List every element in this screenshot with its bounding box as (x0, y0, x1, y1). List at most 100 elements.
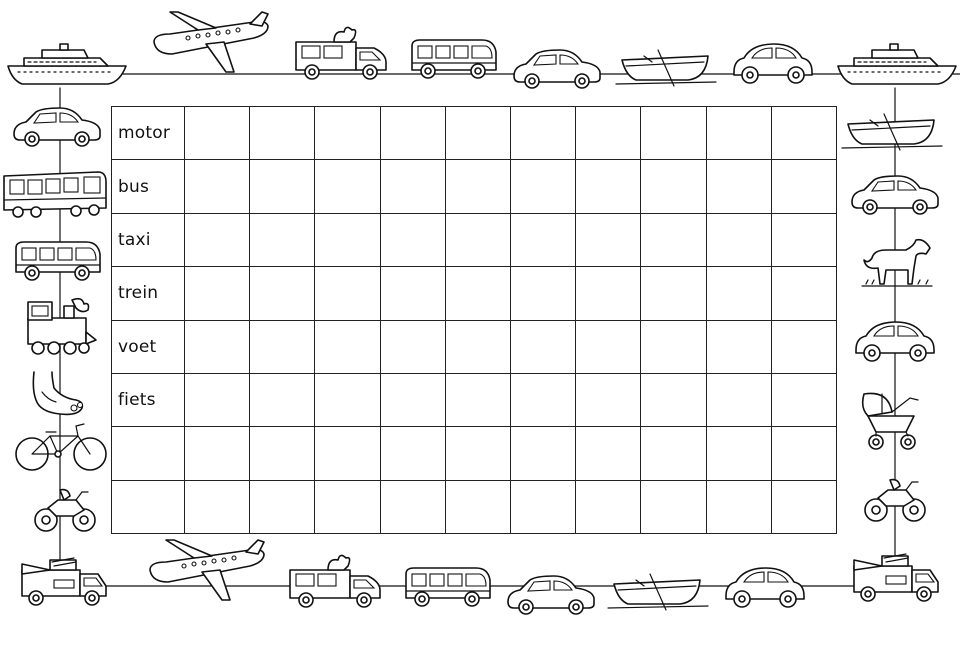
tally-cell[interactable] (509, 105, 577, 161)
tally-cell[interactable] (183, 105, 251, 161)
tally-cell[interactable] (509, 372, 577, 428)
ice-cream-truck-icon (289, 554, 381, 608)
tally-cell[interactable] (444, 105, 511, 161)
tally-cell[interactable] (705, 105, 772, 161)
tally-grid-body: motor bus taxi trein voet fiets (111, 105, 838, 535)
tally-cell[interactable] (249, 372, 316, 428)
tally-cell[interactable] (379, 426, 446, 481)
tally-cell[interactable] (509, 426, 577, 481)
grid-row: fiets (111, 372, 838, 428)
tally-cell[interactable] (509, 479, 577, 535)
row-label (111, 426, 185, 481)
foot-icon (32, 371, 84, 416)
tally-cell[interactable] (183, 426, 251, 481)
row-label: bus (111, 159, 185, 214)
tally-cell[interactable] (770, 105, 838, 161)
ship-icon (7, 43, 127, 85)
tally-cell[interactable] (640, 266, 707, 321)
right-border-icons (841, 113, 943, 602)
tally-cell[interactable] (249, 212, 316, 268)
tally-cell[interactable] (183, 372, 251, 428)
tally-cell[interactable] (770, 479, 838, 535)
tally-cell[interactable] (640, 372, 707, 428)
tally-cell[interactable] (444, 426, 511, 481)
tally-cell[interactable] (444, 319, 511, 374)
tally-cell[interactable] (509, 159, 577, 214)
tally-cell[interactable] (379, 159, 446, 214)
tally-cell[interactable] (183, 479, 251, 535)
tally-cell[interactable] (705, 266, 772, 321)
small-car-icon (507, 575, 595, 615)
tally-cell[interactable] (640, 105, 707, 161)
tally-cell[interactable] (314, 479, 381, 535)
tally-cell[interactable] (183, 266, 251, 321)
tally-cell[interactable] (444, 212, 511, 268)
tally-cell[interactable] (705, 426, 772, 481)
tally-cell[interactable] (770, 266, 838, 321)
tally-cell[interactable] (575, 159, 642, 214)
stroller-icon (861, 392, 919, 450)
tally-cell[interactable] (444, 372, 511, 428)
tally-cell[interactable] (575, 105, 642, 161)
tally-cell[interactable] (640, 426, 707, 481)
tally-cell[interactable] (770, 319, 838, 374)
tally-cell[interactable] (640, 479, 707, 535)
beetle-car-icon (725, 567, 805, 608)
tally-cell[interactable] (183, 159, 251, 214)
tally-cell[interactable] (575, 266, 642, 321)
tally-cell[interactable] (314, 372, 381, 428)
minibus-icon (405, 567, 491, 607)
tally-cell[interactable] (314, 159, 381, 214)
tally-cell[interactable] (249, 319, 316, 374)
tally-cell[interactable] (705, 159, 772, 214)
car-icon (851, 175, 939, 215)
tally-cell[interactable] (770, 159, 838, 214)
tally-cell[interactable] (575, 212, 642, 268)
tally-cell[interactable] (575, 372, 642, 428)
tally-cell[interactable] (770, 426, 838, 481)
row-label: trein (111, 266, 185, 321)
tally-cell[interactable] (183, 319, 251, 374)
tally-cell[interactable] (444, 159, 511, 214)
tally-cell[interactable] (575, 319, 642, 374)
tally-cell[interactable] (314, 319, 381, 374)
tally-cell[interactable] (314, 212, 381, 268)
tally-cell[interactable] (379, 105, 446, 161)
tally-cell[interactable] (379, 212, 446, 268)
grid-row: motor (111, 105, 838, 161)
tally-cell[interactable] (379, 479, 446, 535)
tally-cell[interactable] (379, 372, 446, 428)
tally-cell[interactable] (705, 212, 772, 268)
tally-cell[interactable] (314, 426, 381, 481)
tally-cell[interactable] (444, 479, 511, 535)
tally-cell[interactable] (509, 266, 577, 321)
tally-cell[interactable] (770, 212, 838, 268)
tally-cell[interactable] (705, 479, 772, 535)
tally-cell[interactable] (249, 266, 316, 321)
tally-cell[interactable] (575, 479, 642, 535)
tally-cell[interactable] (770, 372, 838, 428)
tally-cell[interactable] (249, 426, 316, 481)
tally-cell[interactable] (249, 479, 316, 535)
tally-cell[interactable] (575, 426, 642, 481)
car-icon (13, 107, 101, 147)
tally-cell[interactable] (379, 319, 446, 374)
tally-cell[interactable] (249, 105, 316, 161)
tally-cell[interactable] (379, 266, 446, 321)
ship-icon (837, 43, 957, 85)
tally-cell[interactable] (509, 212, 577, 268)
tally-grid: motor bus taxi trein voet fiets (111, 105, 838, 535)
tally-cell[interactable] (444, 266, 511, 321)
tally-cell[interactable] (249, 159, 316, 214)
tally-cell[interactable] (705, 372, 772, 428)
tally-cell[interactable] (314, 266, 381, 321)
grid-row: trein (111, 266, 838, 321)
grid-row: taxi (111, 212, 838, 268)
tally-cell[interactable] (640, 212, 707, 268)
tally-cell[interactable] (314, 105, 381, 161)
tally-cell[interactable] (509, 319, 577, 374)
tally-cell[interactable] (640, 319, 707, 374)
tally-cell[interactable] (183, 212, 251, 268)
tally-cell[interactable] (640, 159, 707, 214)
tally-cell[interactable] (705, 319, 772, 374)
